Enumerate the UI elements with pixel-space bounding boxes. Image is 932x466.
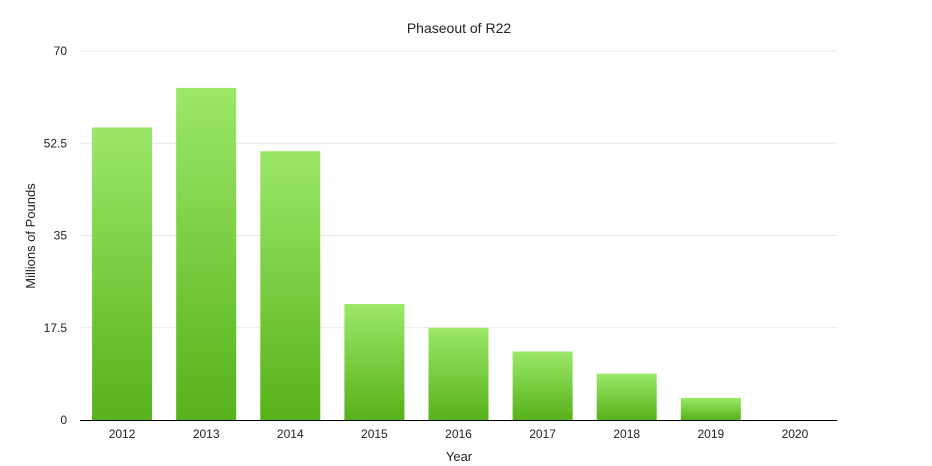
bar-2019 xyxy=(680,397,741,420)
x-tick-label: 2016 xyxy=(445,427,472,441)
bar-2014 xyxy=(260,151,321,420)
chart-title: Phaseout of R22 xyxy=(407,20,512,36)
x-tick-label: 2015 xyxy=(361,427,388,441)
bar-2012 xyxy=(92,127,153,420)
x-tick-label: 2014 xyxy=(277,427,304,441)
bar-2017 xyxy=(512,351,573,420)
bars xyxy=(92,87,741,421)
x-tick-label: 2018 xyxy=(613,427,640,441)
y-tick-label: 17.5 xyxy=(44,321,68,335)
y-tick-label: 35 xyxy=(54,229,68,243)
bar-2015 xyxy=(344,304,405,420)
x-axis-ticks: 2012 2013 2014 2015 2016 2017 2018 2019 2020 xyxy=(109,427,809,441)
y-tick-label: 52.5 xyxy=(44,136,68,150)
bar-2013 xyxy=(176,87,237,421)
y-axis-ticks: 0 17.5 35 52.5 70 xyxy=(44,44,68,427)
bar-2018 xyxy=(596,373,657,420)
x-tick-label: 2019 xyxy=(697,427,724,441)
x-tick-label: 2012 xyxy=(109,427,136,441)
y-tick-label: 70 xyxy=(54,44,68,58)
x-tick-label: 2017 xyxy=(529,427,556,441)
x-tick-label: 2013 xyxy=(193,427,220,441)
x-tick-label: 2020 xyxy=(782,427,809,441)
x-axis-label: Year xyxy=(446,449,473,464)
y-tick-label: 0 xyxy=(60,413,67,427)
bar-2016 xyxy=(428,327,489,420)
y-axis-label: Millions of Pounds xyxy=(23,183,38,289)
